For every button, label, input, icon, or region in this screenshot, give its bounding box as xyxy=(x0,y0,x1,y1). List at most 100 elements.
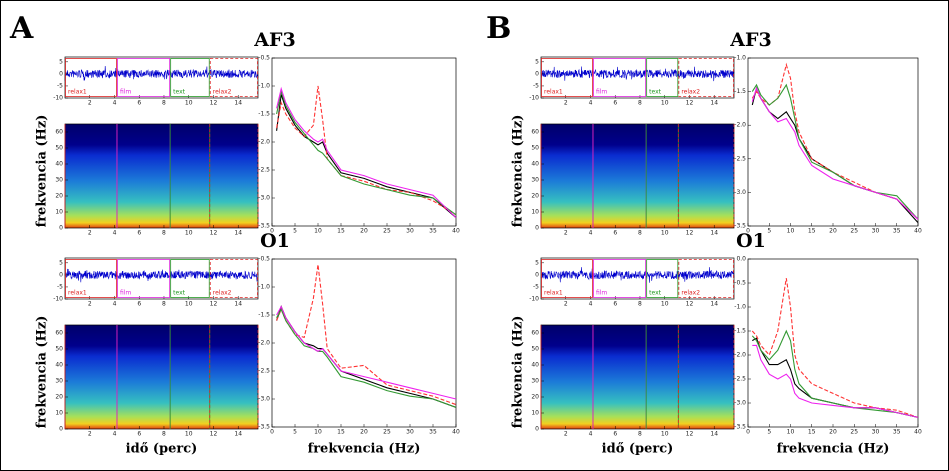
y-tick-label: -3.0 xyxy=(258,396,270,403)
y-tick-label: 20 xyxy=(55,394,63,401)
x-tick-label: 6 xyxy=(137,100,141,107)
y-tick-label: -1.0 xyxy=(258,83,270,90)
x-tick-label: 6 xyxy=(613,431,617,438)
plot-frame xyxy=(540,56,735,99)
x-tick-label: 12 xyxy=(210,431,218,438)
x-tick-label: 8 xyxy=(638,431,642,438)
plot-frame xyxy=(64,56,259,99)
y-axis-label: frekvencia (Hz) xyxy=(511,115,526,228)
x-tick-label: 20 xyxy=(829,228,837,235)
segment-label: relax1 xyxy=(68,290,87,297)
x-tick-label: 6 xyxy=(137,431,141,438)
x-tick-label: 8 xyxy=(162,431,166,438)
x-tick-label: 2 xyxy=(564,301,568,308)
y-tick-label: -5 xyxy=(533,283,539,290)
x-tick-label: 10 xyxy=(661,431,669,438)
x-tick-label: 14 xyxy=(710,230,718,237)
y-tick-label: 50 xyxy=(531,346,539,353)
y-tick-label: 60 xyxy=(55,129,63,136)
y-tick-label: -2.5 xyxy=(734,155,746,162)
y-tick-label: -3.5 xyxy=(258,424,270,431)
y-tick-label: 0 xyxy=(535,426,539,433)
spectrum-line xyxy=(751,86,919,220)
x-tick-label: 15 xyxy=(808,228,816,235)
y-tick-label: 10 xyxy=(531,410,539,417)
x-tick-label: 5 xyxy=(767,429,771,436)
segment-box xyxy=(646,58,679,97)
x-tick-label: 4 xyxy=(113,100,117,107)
x-tick-label: 0 xyxy=(746,429,750,436)
spectrum-line xyxy=(276,85,457,216)
y-tick-label: -0.5 xyxy=(258,256,270,263)
eeg-signal xyxy=(64,65,259,81)
y-axis-label: frekvencia (Hz) xyxy=(35,115,50,228)
y-tick-label: 5 xyxy=(59,259,63,266)
y-tick-label: 5 xyxy=(535,259,539,266)
segment-box xyxy=(65,259,117,298)
x-tick-label: 12 xyxy=(686,301,694,308)
segment-label: relax2 xyxy=(681,89,700,96)
x-tick-label: 14 xyxy=(234,431,242,438)
x-tick-label: 10 xyxy=(314,228,322,235)
segment-label: film xyxy=(120,89,131,96)
spectrum-line xyxy=(751,278,919,418)
y-tick-label: -5 xyxy=(533,82,539,89)
y-tick-label: 0 xyxy=(59,271,63,278)
x-tick-label: 10 xyxy=(661,301,669,308)
segment-label: relax1 xyxy=(544,89,563,96)
y-tick-label: 50 xyxy=(55,145,63,152)
y-tick-label: 20 xyxy=(531,193,539,200)
y-tick-label: -2.0 xyxy=(734,122,746,129)
x-tick-label: 2 xyxy=(88,100,92,107)
x-tick-label: 0 xyxy=(270,429,274,436)
segment-label: relax1 xyxy=(68,89,87,96)
segment-box xyxy=(541,58,593,97)
x-tick-label: 20 xyxy=(360,228,368,235)
spectrum-line xyxy=(276,94,457,219)
segment-box xyxy=(678,259,734,298)
x-tick-label: 10 xyxy=(661,100,669,107)
x-tick-label: 8 xyxy=(638,100,642,107)
x-tick-label: 5 xyxy=(293,429,297,436)
x-tick-label: 14 xyxy=(234,230,242,237)
segment-box xyxy=(593,259,647,298)
plot-frame xyxy=(64,257,259,300)
y-tick-label: 40 xyxy=(55,161,63,168)
y-tick-label: -0.5 xyxy=(258,55,270,62)
x-tick-label: 20 xyxy=(360,429,368,436)
segment-box xyxy=(65,58,117,97)
spectrogram-image xyxy=(65,124,258,228)
x-tick-label: 8 xyxy=(162,230,166,237)
y-tick-label: -10 xyxy=(53,95,63,102)
y-tick-label: 30 xyxy=(55,378,63,385)
x-tick-label: 25 xyxy=(383,228,391,235)
y-tick-label: -2.5 xyxy=(734,376,746,383)
x-tick-label: 15 xyxy=(337,228,345,235)
y-tick-label: 5 xyxy=(535,58,539,65)
y-tick-label: -1.0 xyxy=(734,304,746,311)
x-tick-label: 10 xyxy=(185,301,193,308)
x-tick-label: 2 xyxy=(88,230,92,237)
segment-label: film xyxy=(120,290,131,297)
y-tick-label: -1.0 xyxy=(258,284,270,291)
y-tick-label: 50 xyxy=(531,145,539,152)
segment-label: relax2 xyxy=(213,290,232,297)
y-tick-label: -2.0 xyxy=(258,340,270,347)
y-tick-label: 5 xyxy=(59,58,63,65)
y-tick-label: -5 xyxy=(57,283,63,290)
x-tick-label: 30 xyxy=(406,429,414,436)
y-tick-label: 0.0 xyxy=(736,256,746,263)
x-tick-label: 8 xyxy=(638,230,642,237)
y-tick-label: -0.5 xyxy=(734,280,746,287)
x-tick-label: 5 xyxy=(293,228,297,235)
chart-title: O1 xyxy=(736,230,766,252)
x-tick-label: 35 xyxy=(893,429,901,436)
x-tick-label: 4 xyxy=(589,431,593,438)
spectrum-line xyxy=(751,62,919,220)
y-tick-label: 0 xyxy=(535,225,539,232)
segment-box xyxy=(170,259,210,298)
y-tick-label: 60 xyxy=(531,330,539,337)
x-tick-label: 10 xyxy=(185,431,193,438)
segment-box xyxy=(646,259,679,298)
